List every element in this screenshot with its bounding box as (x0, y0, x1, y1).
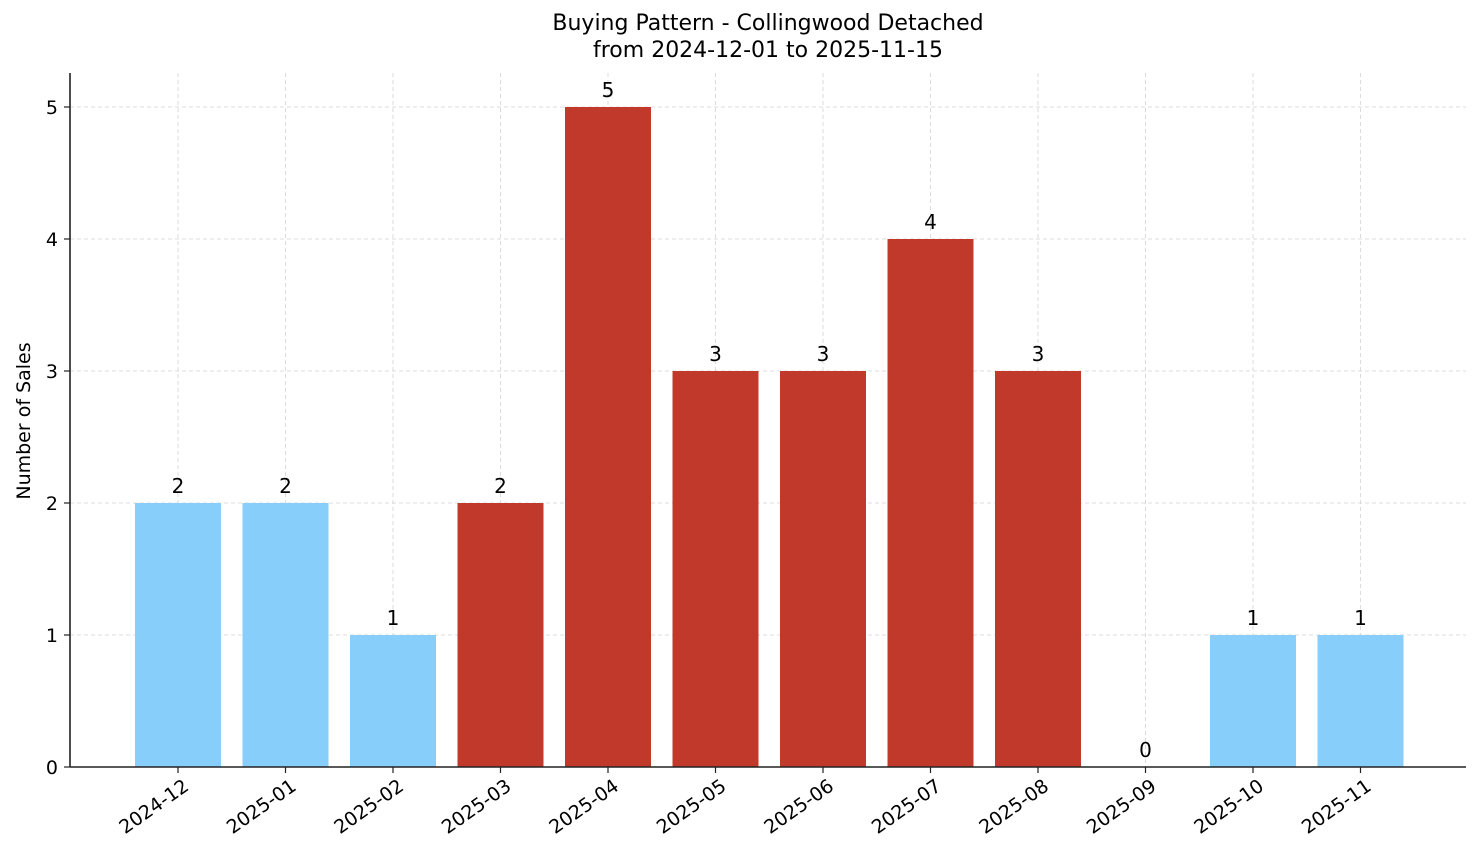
data-label: 2 (279, 474, 292, 498)
x-tick-label: 2025-09 (1083, 775, 1161, 839)
y-tick-label: 0 (46, 757, 58, 779)
x-tick-label: 2025-06 (760, 775, 838, 839)
x-tick-label: 2025-04 (545, 775, 623, 839)
data-label: 3 (709, 342, 722, 366)
y-tick-label: 3 (46, 361, 58, 383)
data-label: 1 (1354, 606, 1367, 630)
y-tick-label: 4 (46, 229, 58, 251)
data-label: 2 (172, 474, 185, 498)
data-label: 5 (602, 78, 615, 102)
x-tick-label: 2025-10 (1190, 775, 1268, 839)
data-label: 0 (1139, 738, 1152, 762)
y-tick-label: 5 (46, 97, 58, 119)
x-tick-label: 2024-12 (115, 775, 193, 839)
y-tick-label: 2 (46, 493, 58, 515)
bar-2025-02 (350, 635, 436, 767)
bar-2025-01 (242, 503, 329, 767)
data-label: 3 (1032, 342, 1045, 366)
bar-2025-11 (1317, 635, 1404, 767)
y-axis-ticks: 0 1 2 3 4 5 (46, 97, 70, 779)
bar-2025-04 (565, 107, 651, 767)
y-tick-label: 1 (46, 625, 58, 647)
bar-2025-06 (780, 371, 866, 767)
x-tick-label: 2025-03 (438, 775, 516, 839)
x-tick-label: 2025-07 (868, 775, 946, 839)
bar-2025-10 (1210, 635, 1296, 767)
chart-subtitle: from 2024-12-01 to 2025-11-15 (593, 38, 943, 63)
x-axis-ticks: 2024-12 2025-01 2025-02 2025-03 2025-04 2025-… (115, 767, 1375, 839)
bars (135, 107, 1404, 767)
data-label: 1 (387, 606, 400, 630)
x-tick-label: 2025-05 (653, 775, 731, 839)
data-label: 1 (1247, 606, 1260, 630)
bar-2025-07 (887, 239, 974, 767)
bar-2025-05 (672, 371, 759, 767)
x-tick-label: 2025-02 (330, 775, 408, 839)
axes (69, 73, 1466, 768)
x-tick-label: 2025-11 (1298, 775, 1376, 839)
data-label: 4 (924, 210, 937, 234)
bar-2025-08 (995, 371, 1081, 767)
data-label: 2 (494, 474, 507, 498)
bar-2025-03 (457, 503, 544, 767)
bar-2024-12 (135, 503, 221, 767)
data-labels: 2 2 1 2 5 3 3 4 3 0 1 1 (172, 78, 1367, 762)
x-tick-label: 2025-08 (975, 775, 1053, 839)
x-tick-label: 2025-01 (223, 775, 301, 839)
y-axis-label: Number of Sales (13, 342, 35, 499)
chart-title: Buying Pattern - Collingwood Detached (552, 11, 984, 36)
chart-title-block: Buying Pattern - Collingwood Detached fr… (0, 10, 1481, 64)
data-label: 3 (817, 342, 830, 366)
